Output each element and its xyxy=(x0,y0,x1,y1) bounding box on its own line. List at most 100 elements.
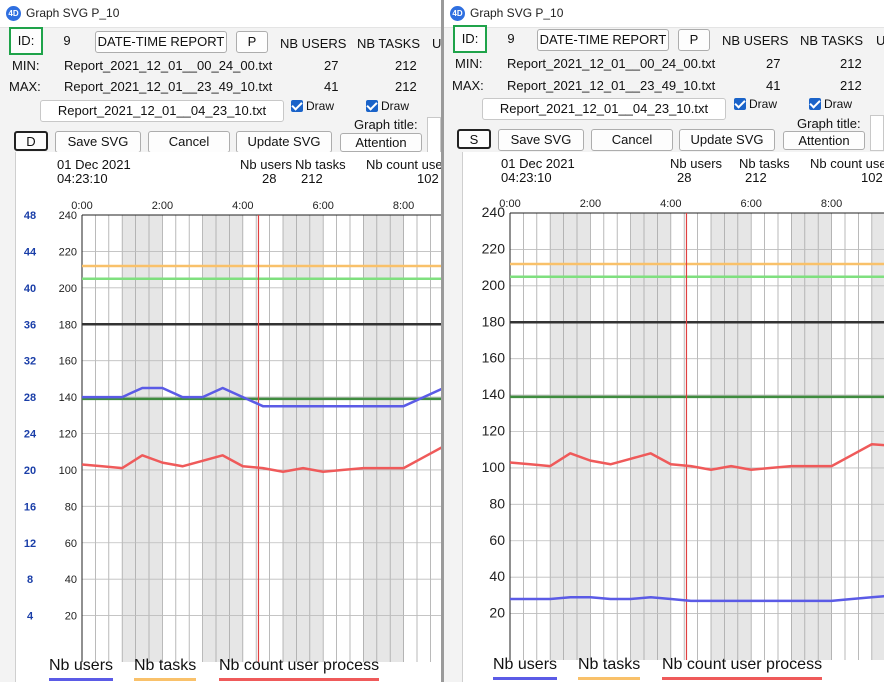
legend-nb-count: Nb count user process xyxy=(662,656,823,680)
cancel-button[interactable]: Cancel xyxy=(591,129,673,151)
id-label: ID: xyxy=(9,27,43,55)
min-file: Report_2021_12_01__00_24_00.txt xyxy=(507,56,716,71)
legend-nb-count-label: Nb count user process xyxy=(662,656,823,673)
y-tick-label: 180 xyxy=(482,313,506,329)
x-tick-label: 6:00 xyxy=(312,200,333,212)
x-tick-label: 4:00 xyxy=(660,198,681,210)
y-tick-label: 120 xyxy=(482,423,506,439)
mode-button[interactable]: D xyxy=(14,131,48,151)
window-title: Graph SVG P_10 xyxy=(26,6,120,20)
y-left-tick-label: 32 xyxy=(24,356,36,368)
draw-checkbox-users[interactable] xyxy=(291,100,303,112)
min-label: MIN: xyxy=(455,56,483,71)
max-tasks: 212 xyxy=(840,78,862,93)
y-left-tick-label: 24 xyxy=(24,429,37,441)
graph-svg-left[interactable]: 0:00 2:00 4:00 6:00 8:00 20 40 60 80 100 120 140 160… xyxy=(16,192,441,662)
draw-label: Draw xyxy=(824,97,853,111)
y-tick-label: 160 xyxy=(59,356,77,368)
legend-nb-users-label: Nb users xyxy=(493,656,558,673)
legend-nb-users-swatch xyxy=(493,677,558,680)
chart-area-left: 01 Dec 2021 04:23:10 Nb users 28 Nb task… xyxy=(15,152,441,682)
legend-nb-tasks-label: Nb tasks xyxy=(578,656,641,673)
graph-svg-right[interactable]: 0:00 2:00 4:00 6:00 8:00 20 40 60 80 100 120 140 160… xyxy=(463,190,884,660)
max-file: Report_2021_12_01__23_49_10.txt xyxy=(507,78,716,93)
y-left-tick-label: 20 xyxy=(24,465,36,477)
legend-nb-count: Nb count user process xyxy=(219,657,380,681)
y-left-tick-label: 8 xyxy=(27,574,33,586)
p-button[interactable]: P xyxy=(236,31,268,53)
chart-area-right: 01 Dec 2021 04:23:10 Nb users 28 Nb task… xyxy=(462,152,884,682)
y-tick-label: 200 xyxy=(482,277,506,293)
legend-nb-tasks-swatch xyxy=(578,677,641,680)
x-tick-label: 0:00 xyxy=(71,200,92,212)
graph-title-field[interactable]: Attention xyxy=(340,133,422,152)
y-tick-label: 240 xyxy=(59,210,77,222)
col-nb-users: NB USERS xyxy=(722,33,789,48)
draw-checkbox-tasks[interactable] xyxy=(366,100,378,112)
x-tick-label: 2:00 xyxy=(580,198,601,210)
readout-count-value: 102 xyxy=(861,170,883,185)
graph-title-extra[interactable] xyxy=(870,115,884,151)
date-time-report-button[interactable]: DATE-TIME REPORT xyxy=(537,29,669,51)
x-tick-label: 8:00 xyxy=(821,198,842,210)
readout-date: 01 Dec 2021 xyxy=(501,156,575,171)
y-left-tick-label: 28 xyxy=(24,392,36,404)
legend-nb-users-label: Nb users xyxy=(49,657,114,674)
min-tasks: 212 xyxy=(395,58,417,73)
min-tasks: 212 xyxy=(840,56,862,71)
legend-nb-tasks-label: Nb tasks xyxy=(134,657,197,674)
readout-users-label: Nb users xyxy=(670,156,723,171)
id-field[interactable]: 9 xyxy=(63,33,71,48)
y-left-tick-label: 12 xyxy=(24,538,36,550)
x-tick-label: 4:00 xyxy=(232,200,253,212)
title-bar: 4D Graph SVG P_10 xyxy=(0,0,441,28)
update-svg-button[interactable]: Update SVG xyxy=(236,131,332,153)
current-file-field[interactable]: Report_2021_12_01__04_23_10.txt xyxy=(482,98,726,120)
save-svg-button[interactable]: Save SVG xyxy=(498,129,584,151)
y-tick-label: 140 xyxy=(482,386,506,402)
y-tick-label: 100 xyxy=(59,465,77,477)
draw-checkbox-tasks[interactable] xyxy=(809,98,821,110)
y-tick-label: 140 xyxy=(59,392,77,404)
save-svg-button[interactable]: Save SVG xyxy=(55,131,141,153)
graph-title-field[interactable]: Attention xyxy=(783,131,865,150)
y-left-tick-label: 16 xyxy=(24,501,36,513)
max-tasks: 212 xyxy=(395,79,417,94)
y-tick-label: 80 xyxy=(65,501,77,513)
cancel-button[interactable]: Cancel xyxy=(148,131,230,153)
readout-users-value: 28 xyxy=(262,171,277,186)
shade-band xyxy=(871,213,884,660)
draw-label: Draw xyxy=(306,99,335,113)
update-svg-button[interactable]: Update SVG xyxy=(679,129,775,151)
shade-band xyxy=(363,215,404,662)
title-bar: 4D Graph SVG P_10 xyxy=(444,0,884,28)
y-tick-label: 220 xyxy=(482,240,506,256)
draw-label: Draw xyxy=(749,97,778,111)
p-button[interactable]: P xyxy=(678,29,710,51)
legend-nb-users-swatch xyxy=(49,678,114,681)
y-left-tick-label: 4 xyxy=(27,611,34,623)
graph-title-extra[interactable] xyxy=(427,117,441,153)
max-label: MAX: xyxy=(9,79,41,94)
readout-tasks-value: 212 xyxy=(745,170,767,185)
legend-nb-count-label: Nb count user process xyxy=(219,657,380,674)
x-tick-label: 2:00 xyxy=(152,200,173,212)
shade-band xyxy=(550,213,591,660)
draw-checkbox-users[interactable] xyxy=(734,98,746,110)
window-left: 4D Graph SVG P_10 ID: 9 DATE-TIME REPORT… xyxy=(0,0,441,682)
readout-count-value: 102 xyxy=(417,171,439,186)
mode-button[interactable]: S xyxy=(457,129,491,149)
graph-title-label: Graph title: xyxy=(797,116,861,131)
col-truncated: US xyxy=(876,33,884,48)
date-time-report-button[interactable]: DATE-TIME REPORT xyxy=(95,31,227,53)
series-line-nb-users xyxy=(510,595,884,603)
max-label: MAX: xyxy=(452,78,484,93)
window-divider xyxy=(441,0,444,682)
col-truncated: US xyxy=(432,36,441,51)
id-field[interactable]: 9 xyxy=(507,31,515,46)
series-line-nb-users xyxy=(82,386,441,408)
current-file-field[interactable]: Report_2021_12_01__04_23_10.txt xyxy=(40,100,284,122)
x-tick-label: 0:00 xyxy=(499,198,520,210)
app-logo-icon: 4D xyxy=(6,6,21,21)
y-tick-label: 40 xyxy=(489,568,505,584)
